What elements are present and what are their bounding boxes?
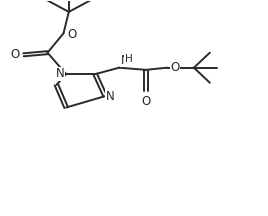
Text: O: O <box>10 48 20 61</box>
Text: O: O <box>141 95 151 108</box>
Text: O: O <box>171 60 180 74</box>
Text: N: N <box>56 67 65 80</box>
Text: N: N <box>106 90 115 103</box>
Text: O: O <box>67 28 76 41</box>
Text: N: N <box>121 54 129 67</box>
Text: H: H <box>125 54 133 64</box>
